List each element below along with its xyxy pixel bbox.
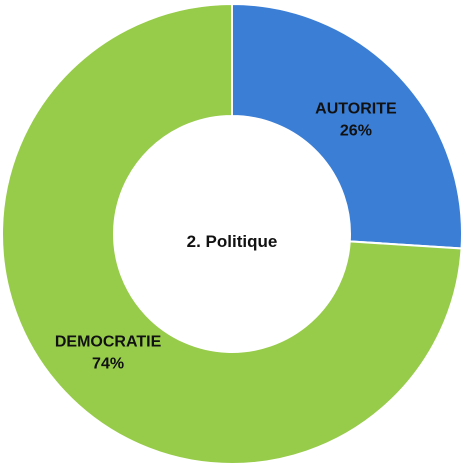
slice-label-democratie: DEMOCRATIE — [55, 333, 162, 350]
slice-value-democratie: 74% — [92, 355, 124, 372]
slice-value-autorite: 26% — [340, 123, 372, 140]
center-label: 2. Politique — [187, 232, 278, 251]
slice-labels: AUTORITE 26% DEMOCRATIE 74% — [55, 101, 397, 373]
slice-label-autorite: AUTORITE — [315, 101, 397, 118]
slice-autorite — [231, 2, 463, 250]
